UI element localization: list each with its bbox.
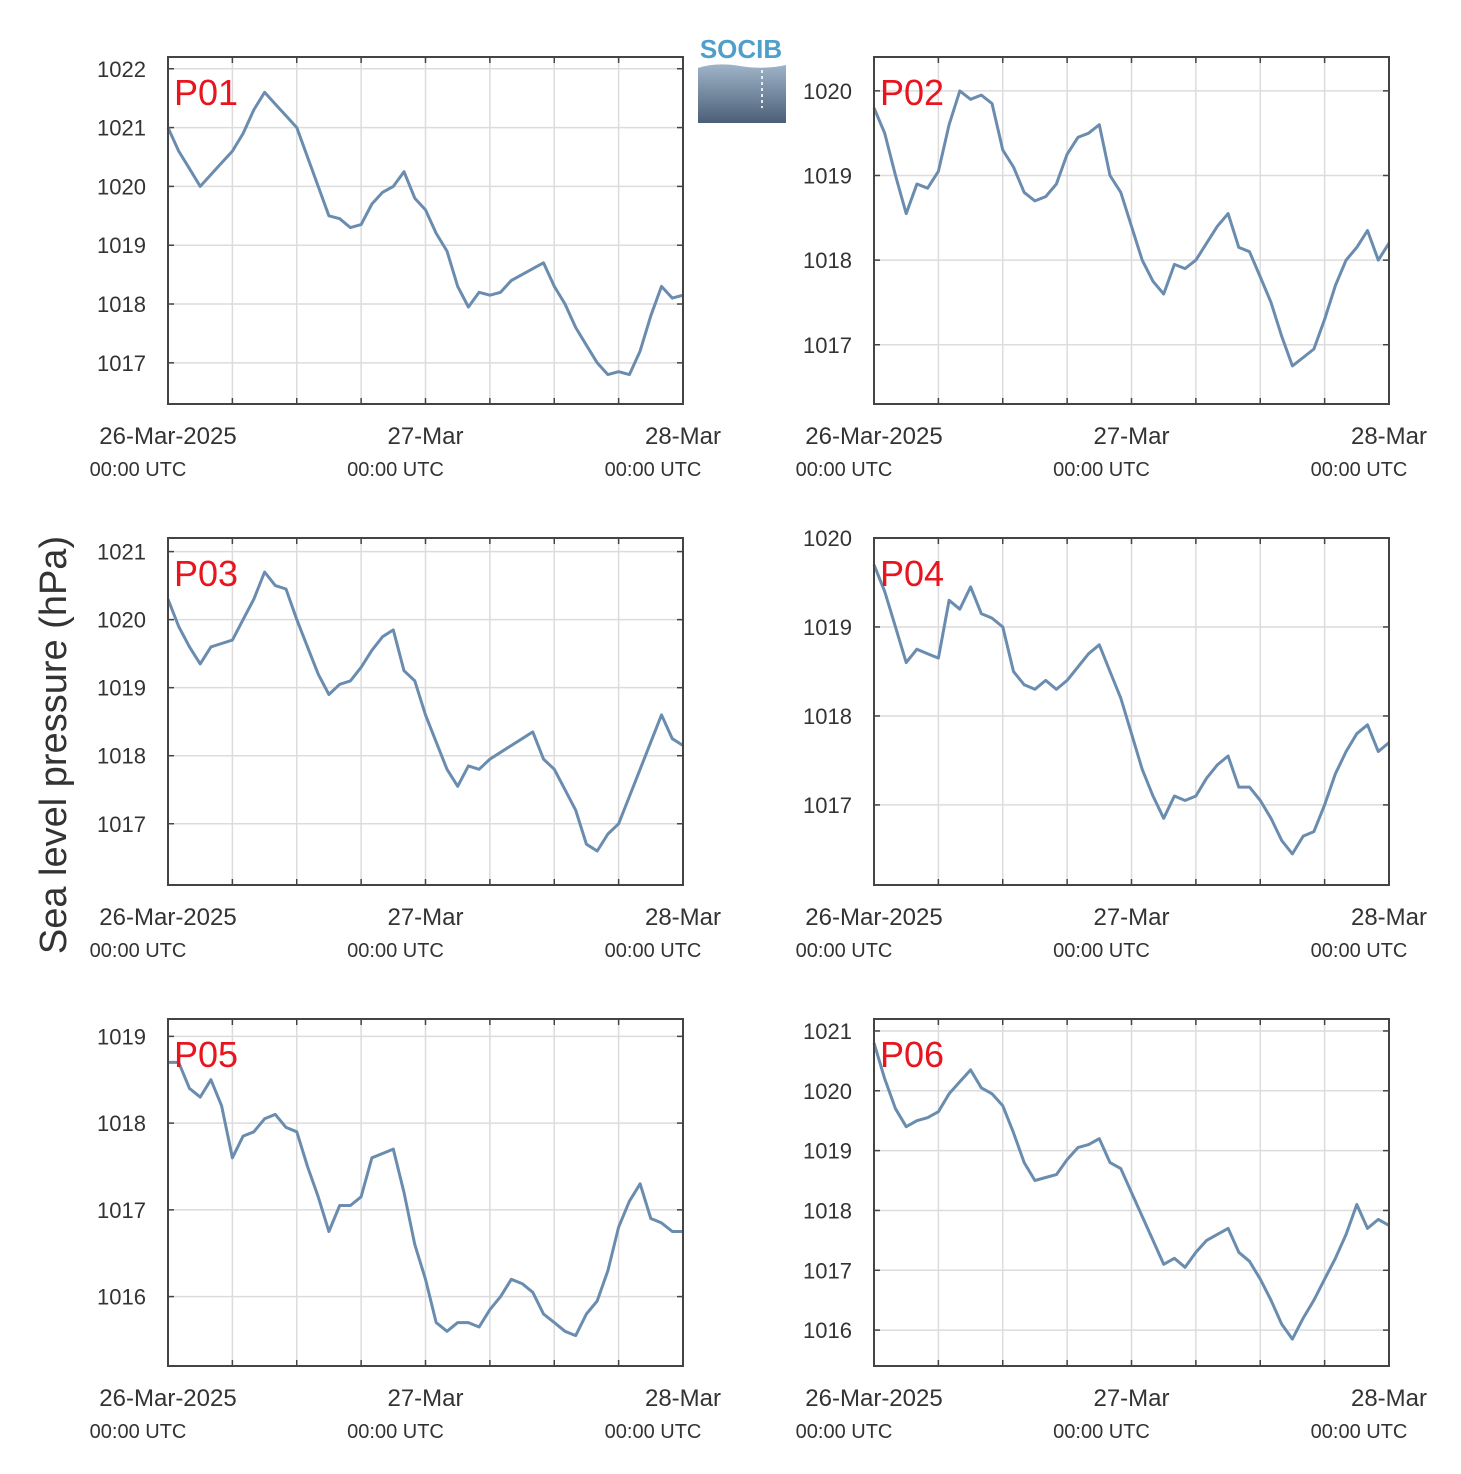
x-tick-sublabel: 00:00 UTC bbox=[605, 940, 702, 962]
y-tick-label: 1017 bbox=[803, 793, 852, 818]
y-tick-label: 1019 bbox=[97, 1024, 146, 1049]
pressure-series-line bbox=[872, 1042, 1390, 1341]
x-tick-label: 27-Mar bbox=[387, 904, 463, 931]
x-tick-label: 28-Mar bbox=[1351, 1385, 1427, 1412]
x-tick-sublabel: 00:00 UTC bbox=[1311, 459, 1408, 481]
x-tick-sublabel: 00:00 UTC bbox=[347, 940, 444, 962]
x-tick-sublabel: 00:00 UTC bbox=[1053, 459, 1150, 481]
x-tick-label: 26-Mar-2025 bbox=[805, 904, 942, 931]
y-tick-label: 1019 bbox=[803, 615, 852, 640]
panel-label: P04 bbox=[880, 553, 944, 594]
x-tick-label: 28-Mar bbox=[645, 904, 721, 931]
x-tick-sublabel: 00:00 UTC bbox=[1053, 1421, 1150, 1443]
panel-p06: 1016 1017 1018 1019 1020 1021 26-Mar-2025 00:00… bbox=[796, 1018, 1427, 1443]
y-tick-label: 1021 bbox=[97, 116, 146, 141]
y-tick-label: 1020 bbox=[97, 174, 146, 199]
y-tick-label: 1017 bbox=[97, 351, 146, 376]
x-tick-sublabel: 00:00 UTC bbox=[347, 459, 444, 481]
panels: 1017 1018 1019 1020 1021 1022 26-Mar-2025 00:00… bbox=[90, 56, 1427, 1443]
panel-label: P02 bbox=[880, 72, 944, 113]
plot-frame bbox=[873, 1018, 1390, 1367]
plot-frame bbox=[167, 537, 684, 886]
x-tick-label: 26-Mar-2025 bbox=[99, 1385, 236, 1412]
y-tick-label: 1018 bbox=[97, 744, 146, 769]
x-tick-sublabel: 00:00 UTC bbox=[1053, 940, 1150, 962]
y-tick-label: 1016 bbox=[803, 1318, 852, 1343]
x-tick-label: 28-Mar bbox=[1351, 904, 1427, 931]
pressure-series-line bbox=[872, 89, 1391, 368]
y-tick-label: 1020 bbox=[803, 526, 852, 551]
pressure-series-line bbox=[166, 570, 684, 853]
plot-frame bbox=[873, 537, 1390, 886]
panel-p02: 1017 1018 1019 1020 26-Mar-2025 00:00 UTC 27-M… bbox=[796, 56, 1427, 481]
panel-p04: 1017 1018 1019 1020 26-Mar-2025 00:00 UTC 27-M… bbox=[796, 526, 1427, 962]
x-tick-sublabel: 00:00 UTC bbox=[605, 1421, 702, 1443]
x-tick-label: 26-Mar-2025 bbox=[99, 423, 236, 450]
y-tick-label: 1020 bbox=[97, 608, 146, 633]
panel-label: P05 bbox=[174, 1034, 238, 1075]
x-tick-label: 27-Mar bbox=[1093, 1385, 1169, 1412]
y-axis-label: Sea level pressure (hPa) bbox=[33, 536, 75, 954]
panel-p05: 1016 1017 1018 1019 26-Mar-2025 00:00 UTC 27-M… bbox=[90, 1018, 721, 1443]
y-tick-label: 1017 bbox=[97, 1198, 146, 1223]
y-tick-label: 1019 bbox=[803, 163, 852, 188]
y-tick-label: 1018 bbox=[97, 1111, 146, 1136]
y-tick-label: 1018 bbox=[803, 1198, 852, 1223]
y-tick-label: 1022 bbox=[97, 57, 146, 82]
y-tick-label: 1018 bbox=[803, 704, 852, 729]
x-tick-label: 28-Mar bbox=[1351, 423, 1427, 450]
socib-logo: SOCIB bbox=[698, 34, 786, 123]
x-tick-label: 26-Mar-2025 bbox=[805, 1385, 942, 1412]
y-tick-label: 1019 bbox=[97, 676, 146, 701]
x-tick-label: 28-Mar bbox=[645, 1385, 721, 1412]
panel-label: P01 bbox=[174, 72, 238, 113]
y-tick-label: 1021 bbox=[97, 540, 146, 565]
x-tick-sublabel: 00:00 UTC bbox=[605, 459, 702, 481]
y-tick-label: 1020 bbox=[803, 1079, 852, 1104]
y-tick-label: 1016 bbox=[97, 1285, 146, 1310]
x-tick-label: 26-Mar-2025 bbox=[805, 423, 942, 450]
panel-p01: 1017 1018 1019 1020 1021 1022 26-Mar-2025 00:00… bbox=[90, 56, 721, 481]
y-tick-label: 1017 bbox=[803, 1258, 852, 1283]
y-tick-label: 1018 bbox=[97, 292, 146, 317]
panel-p03: 1017 1018 1019 1020 1021 26-Mar-2025 00:00 UTC… bbox=[90, 537, 721, 962]
y-tick-label: 1018 bbox=[803, 248, 852, 273]
plot-frame bbox=[873, 56, 1390, 405]
plot-frame bbox=[167, 1018, 684, 1367]
x-tick-label: 27-Mar bbox=[387, 423, 463, 450]
pressure-series-line bbox=[872, 564, 1390, 856]
x-tick-sublabel: 00:00 UTC bbox=[796, 1421, 893, 1443]
x-tick-label: 27-Mar bbox=[387, 1385, 463, 1412]
pressure-series-line bbox=[166, 90, 684, 377]
x-tick-label: 26-Mar-2025 bbox=[99, 904, 236, 931]
logo-text: SOCIB bbox=[700, 34, 782, 64]
y-tick-label: 1017 bbox=[97, 812, 146, 837]
x-tick-sublabel: 00:00 UTC bbox=[90, 940, 187, 962]
x-tick-label: 27-Mar bbox=[1093, 904, 1169, 931]
y-tick-label: 1020 bbox=[803, 79, 852, 104]
pressure-series-line bbox=[168, 1060, 683, 1338]
y-tick-label: 1021 bbox=[803, 1019, 852, 1044]
y-tick-label: 1019 bbox=[803, 1139, 852, 1164]
panel-label: P06 bbox=[880, 1034, 944, 1075]
x-tick-sublabel: 00:00 UTC bbox=[796, 940, 893, 962]
plot-frame bbox=[167, 56, 684, 405]
x-tick-sublabel: 00:00 UTC bbox=[90, 1421, 187, 1443]
x-tick-sublabel: 00:00 UTC bbox=[90, 459, 187, 481]
x-tick-sublabel: 00:00 UTC bbox=[347, 1421, 444, 1443]
x-tick-sublabel: 00:00 UTC bbox=[1311, 940, 1408, 962]
logo-wave-shape bbox=[698, 64, 786, 123]
panel-label: P03 bbox=[174, 553, 238, 594]
x-tick-sublabel: 00:00 UTC bbox=[1311, 1421, 1408, 1443]
x-tick-sublabel: 00:00 UTC bbox=[796, 459, 893, 481]
x-tick-label: 27-Mar bbox=[1093, 423, 1169, 450]
y-tick-label: 1017 bbox=[803, 333, 852, 358]
y-tick-label: 1019 bbox=[97, 233, 146, 258]
x-tick-label: 28-Mar bbox=[645, 423, 721, 450]
